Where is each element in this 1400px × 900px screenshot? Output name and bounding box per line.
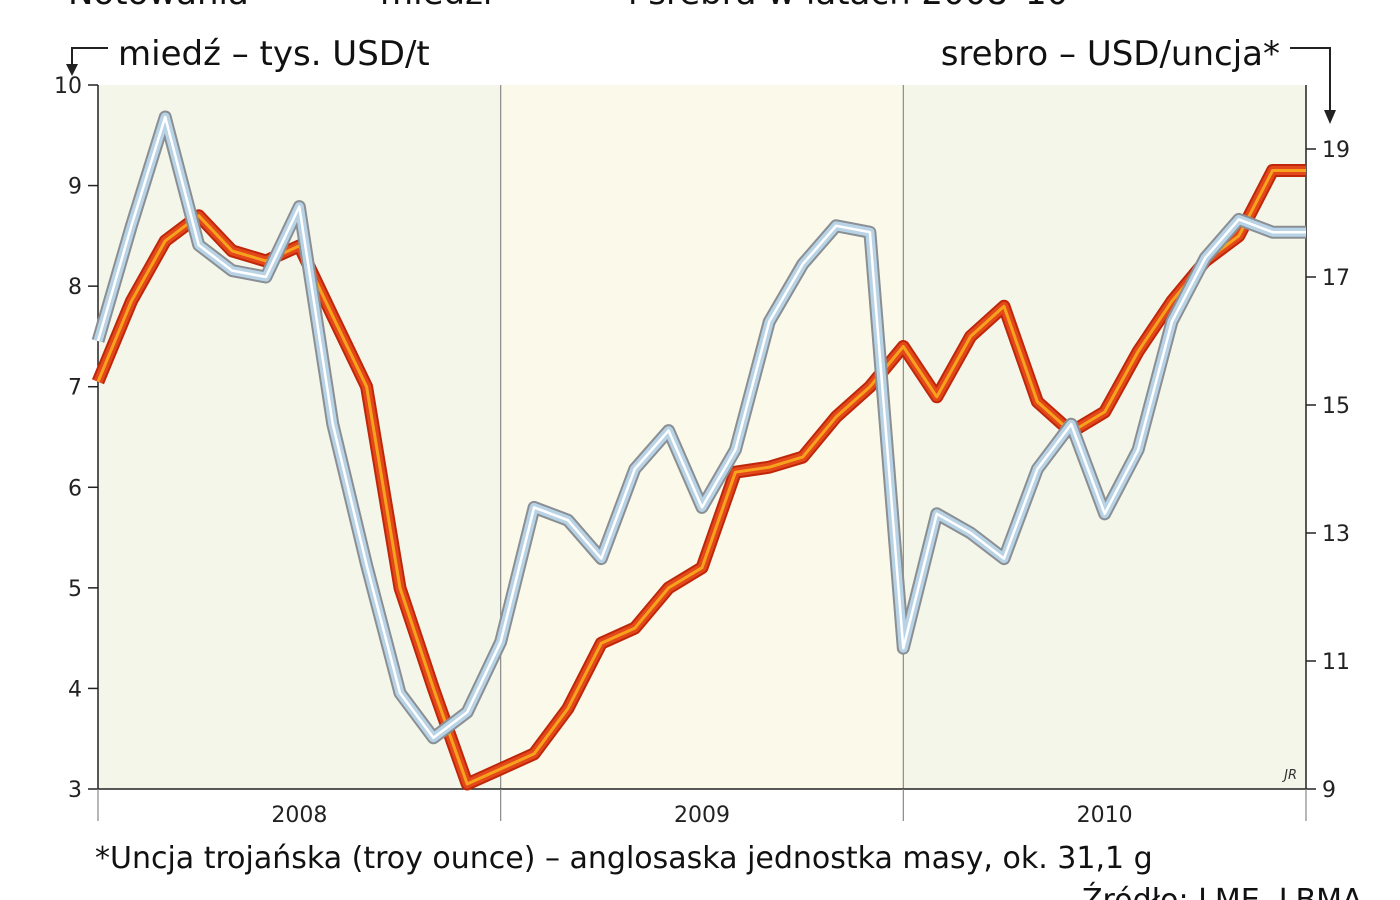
x-axis-tick-label: 2009: [674, 803, 730, 828]
source-note: Źródło: LME, LBMA: [1082, 882, 1363, 900]
chart-header: Notowania miedzi i srebra w latach 2008–…: [68, 0, 1068, 13]
right-axis-tick-label: 13: [1322, 522, 1350, 547]
right-arrow-head-icon: [1324, 110, 1336, 124]
right-axis-tick-label: 19: [1322, 138, 1350, 163]
left-axis-tick-label: 8: [68, 275, 82, 300]
left-axis: 3 4 5 6 7 8 9 10: [54, 74, 99, 803]
right-axis-tick-label: 17: [1322, 266, 1350, 291]
left-unit-label-group: miedź – tys. USD/t: [66, 34, 430, 76]
series-line-highlight: [96, 115, 1306, 740]
left-axis-tick-label: 9: [68, 175, 82, 200]
right-axis-tick-label: 11: [1322, 650, 1350, 675]
left-axis-tick-label: 5: [68, 577, 82, 602]
x-axis-tick-label: 2008: [271, 803, 327, 828]
author-signature: JR: [1281, 768, 1297, 783]
right-unit-label-group: srebro – USD/uncja*: [941, 34, 1336, 124]
left-axis-tick-label: 6: [68, 476, 82, 501]
right-axis: 9 11 13 15 17 19: [1305, 85, 1350, 803]
background-band-2010: [903, 85, 1306, 789]
left-axis-tick-label: 7: [68, 376, 82, 401]
left-arrow-head-icon: [66, 64, 78, 76]
x-axis-tick-label: 2010: [1077, 803, 1133, 828]
right-axis-tick-label: 15: [1322, 394, 1350, 419]
left-axis-tick-label: 4: [68, 677, 82, 702]
right-arrow-line: [1290, 47, 1331, 112]
series-layer: [91, 110, 1306, 791]
right-axis-unit-label: srebro – USD/uncja*: [941, 34, 1280, 74]
footnote: *Uncja trojańska (troy ounce) – anglosas…: [95, 841, 1153, 876]
background-bands: [98, 85, 1306, 789]
left-axis-tick-label: 3: [68, 778, 82, 803]
header-text-2: miedzi: [380, 0, 492, 13]
background-band-2009: [500, 85, 904, 789]
left-axis-tick-label: 10: [54, 74, 82, 99]
right-axis-tick-label: 9: [1322, 778, 1336, 803]
x-axis: 2008 2009 2010: [97, 788, 1307, 828]
series-srebra: [91, 110, 1306, 745]
header-text-3: i srebra w latach 2008–10: [628, 0, 1068, 13]
left-axis-unit-label: miedź – tys. USD/t: [118, 34, 430, 74]
left-arrow-line: [71, 47, 108, 66]
header-text-1: Notowania: [68, 0, 249, 13]
background-band-2008: [98, 85, 501, 789]
